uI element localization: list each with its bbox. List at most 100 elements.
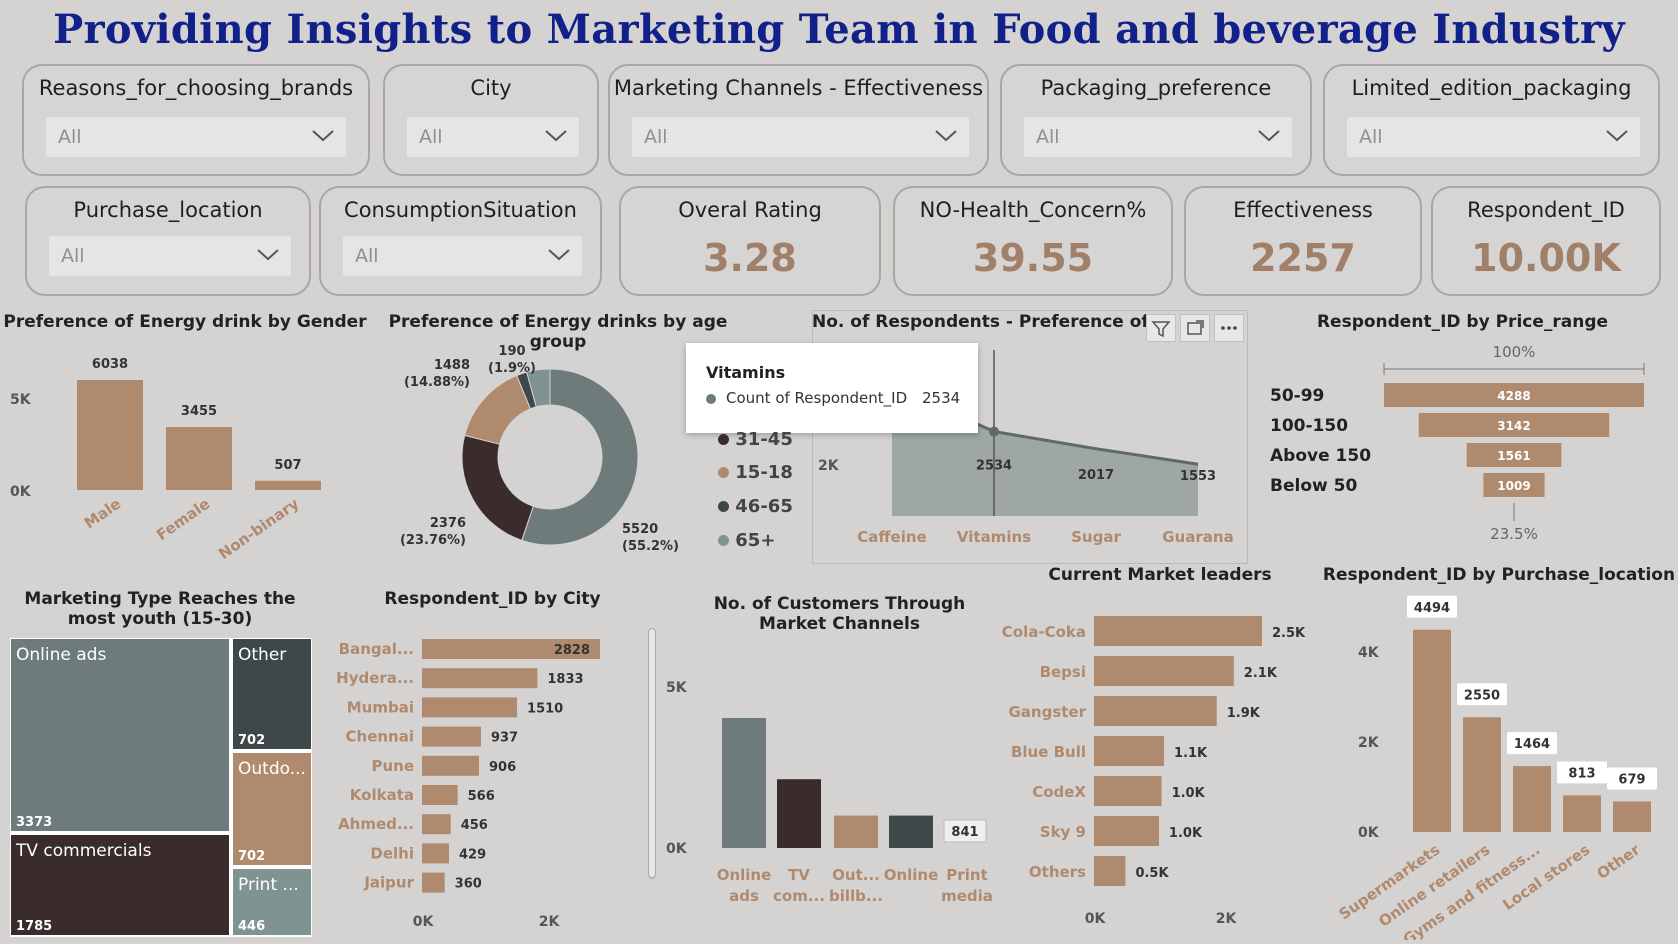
dropdown[interactable]: All [407,117,579,157]
data-label: 2017 [1078,468,1114,483]
x-tick-label: 0K [413,914,435,930]
dropdown[interactable]: All [343,236,582,276]
data-label: (23.76%) [400,533,466,548]
treemap-value: 702 [238,849,265,864]
kpi-label: Respondent_ID [1467,198,1625,222]
data-label: 3142 [1497,419,1530,433]
slicer-label: Purchase_location [73,198,263,222]
x-tick-label: 2K [539,914,561,930]
x-tick-label: Non-binary [215,494,302,560]
x-tick-label: Sugar [1071,528,1121,546]
chevron-down-icon [1606,130,1628,142]
leaders-chart-title: Current Market leaders [1048,565,1272,585]
donut-slice [461,434,534,541]
dropdown[interactable]: All [1024,117,1292,157]
city-bar [422,726,481,747]
city-bar [422,814,451,835]
slicer-label: Limited_edition_packaging [1351,76,1632,100]
data-label-box [1507,732,1557,755]
legend-label: 65+ [735,530,776,551]
city-bar [422,843,450,864]
kpi-label: NO-Health_Concern% [919,198,1147,222]
city-chart-title: Respondent_ID by City [384,589,601,609]
x-tick-label: 2K [1216,911,1238,927]
x-tick-label: Online [717,866,772,884]
data-label: 1.9K [1227,706,1261,721]
slicer-label: Marketing Channels - Effectiveness [613,76,984,100]
kpi-no-health-concern: NO-Health_Concern% 39.55 [893,186,1173,296]
donut-slice [521,368,639,546]
data-label: 1.0K [1169,826,1203,841]
city-bar-chart: Bangal... 2828 Hydera... 1833 Mumbai 1510 Chen… [336,639,600,930]
x-tick-label: ads [729,887,759,905]
funnel-bar [1466,443,1562,467]
slicer-purchase-location[interactable]: Purchase_location All [25,186,311,296]
more-options-icon[interactable] [1214,314,1244,342]
chevron-down-icon [548,249,570,261]
treemap-value: 1785 [16,919,52,934]
gender-bar [166,427,232,490]
gender-chart-title: Preference of Energy drink by Gender [3,312,367,332]
dropdown[interactable]: All [46,117,346,157]
focus-mode-icon[interactable] [1180,314,1210,342]
channel-bar [834,815,878,848]
legend-item[interactable]: 15-18 [718,462,793,483]
category-label: Others [1029,863,1086,881]
x-tick-label: TV [788,866,810,884]
scrollbar-thumb[interactable] [648,628,656,878]
category-label: 50-99 [1270,386,1324,406]
city-bar [422,755,480,776]
hover-point [989,426,999,437]
treemap-title: Marketing Type Reaches the most youth (1… [24,589,296,629]
x-tick-label: Vitamins [957,528,1031,546]
filter-icon[interactable] [1146,314,1176,342]
slicer-limited-edition[interactable]: Limited_edition_packaging All [1323,64,1660,176]
price-funnel-chart: 100% 4288 50-99 3142 100-150 1561 Above 150 100… [1270,343,1645,543]
dropdown[interactable]: All [632,117,969,157]
ingredient-area-chart: 2K3896Caffeine2534Vitamins2017Sugar1553G… [818,350,1234,546]
data-label: 5520 [622,522,658,537]
slicer-marketing-channels[interactable]: Marketing Channels - Effectiveness All [608,64,989,176]
y-tick-label: 0K [1358,825,1380,841]
data-label: (14.88%) [404,375,470,390]
data-label: 507 [274,458,301,473]
ingredient-chart-frame [812,310,1248,564]
dropdown-value: All [1036,126,1060,148]
slicer-city[interactable]: City All [383,64,599,176]
y-tick-label: 0K [666,841,688,857]
x-tick-label: billb... [829,887,883,905]
slicer-consumption[interactable]: ConsumptionSituation All [319,186,602,296]
kpi-value: 39.55 [972,236,1094,280]
data-label: 0.5K [1135,866,1169,881]
category-label: Pune [371,757,414,775]
dropdown[interactable]: All [49,236,291,276]
leaders-bar-chart: Cola-Coka 2.5K Bepsi 2.1K Gangster 1.9K Blue B… [1002,616,1306,927]
location-bar [1513,766,1551,832]
legend-item[interactable]: 31-45 [718,429,793,450]
legend-item[interactable]: 46-65 [718,496,793,517]
tooltip-key: Count of Respondent_ID [726,389,908,407]
kpi-label: Effectiveness [1233,198,1373,222]
scrollbar[interactable] [648,628,656,880]
dropdown-value: All [1359,126,1383,148]
tooltip: Vitamins Count of Respondent_ID 2534 [686,343,978,433]
data-label: 1833 [547,672,583,687]
category-label: Hydera... [336,669,414,687]
dropdown[interactable]: All [1347,117,1640,157]
slicer-packaging[interactable]: Packaging_preference All [1000,64,1312,176]
dropdown-value: All [61,245,85,267]
category-label: Sky 9 [1040,823,1086,841]
category-label: CodeX [1032,783,1086,801]
data-label: 1553 [1180,469,1216,484]
kpi-value: 10.00K [1471,236,1621,280]
data-label: 813 [1568,766,1595,781]
dropdown-value: All [419,126,443,148]
data-label: 2376 [430,516,466,531]
slicer-reasons[interactable]: Reasons_for_choosing_brands All [22,64,370,176]
category-label: Above 150 [1270,446,1371,466]
data-label: 3455 [181,404,217,419]
legend-item[interactable]: 65+ [718,530,775,551]
price-chart-title: Respondent_ID by Price_range [1316,312,1609,332]
chevron-down-icon [312,130,334,142]
data-label: 2.1K [1244,666,1278,681]
